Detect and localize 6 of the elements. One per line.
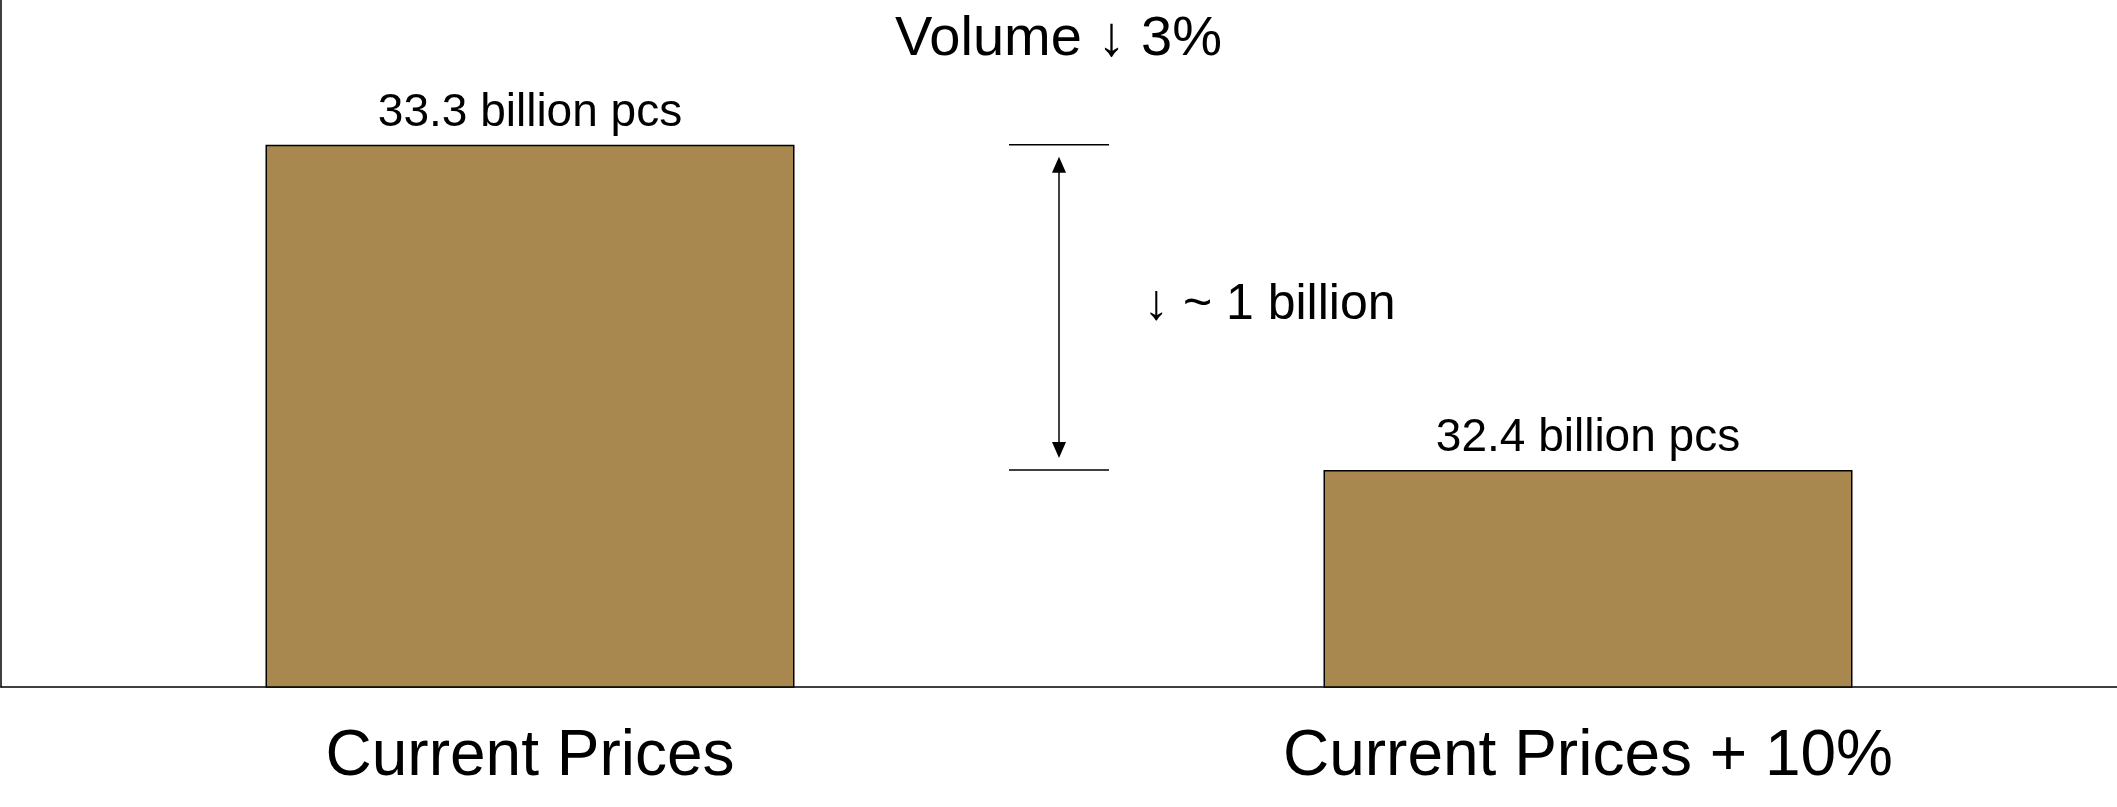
chart-title: Volume ↓ 3%: [895, 3, 1222, 67]
x-tick-label: Current Prices: [325, 717, 735, 789]
x-tick-label: Current Prices + 10%: [1282, 717, 1894, 789]
data-label: 32.4 billion pcs: [1435, 409, 1741, 462]
annotation: ↓ ~ 1 billion: [1144, 274, 1396, 331]
data-label: 33.3 billion pcs: [377, 83, 683, 136]
